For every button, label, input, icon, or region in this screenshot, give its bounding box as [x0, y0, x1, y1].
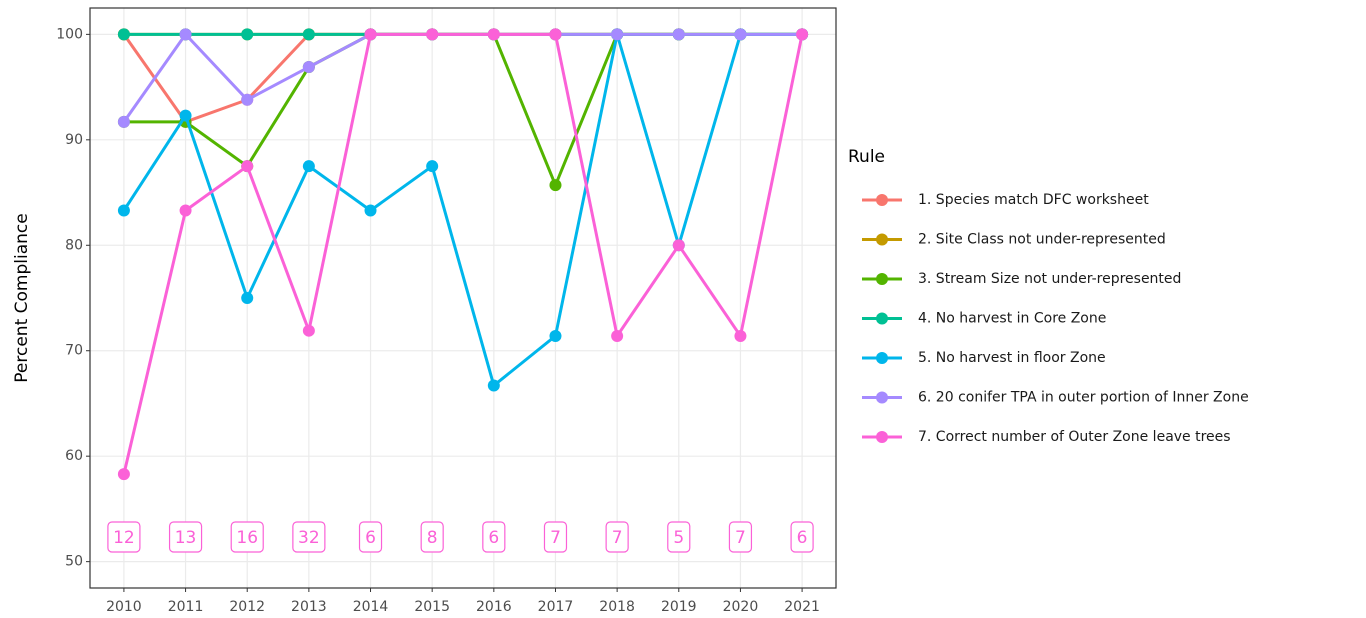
- legend-label: 1. Species match DFC worksheet: [918, 192, 1149, 208]
- data-point: [734, 329, 747, 342]
- data-point: [672, 239, 685, 252]
- sample-size-label: 12: [113, 528, 135, 548]
- x-tick-label: 2020: [723, 599, 759, 615]
- x-tick-label: 2019: [661, 599, 697, 615]
- series-line: [122, 32, 804, 475]
- legend-label: 6. 20 conifer TPA in outer portion of In…: [918, 390, 1249, 406]
- legend-key-point: [876, 233, 888, 246]
- legend-label: 3. Stream Size not under-represented: [918, 271, 1181, 287]
- data-point: [117, 204, 130, 217]
- data-point: [241, 292, 254, 304]
- sample-size-box: [728, 521, 753, 553]
- x-tick-label: 2021: [784, 599, 820, 615]
- data-point: [179, 109, 192, 122]
- x-tick-label: 2018: [599, 599, 635, 615]
- sample-size-box: [667, 521, 691, 553]
- legend-key-point: [876, 194, 888, 206]
- data-point: [672, 28, 685, 41]
- x-tick-label: 2012: [229, 599, 265, 615]
- x-tick-label: 2017: [538, 599, 574, 615]
- panel-border: [89, 7, 837, 589]
- data-point: [734, 28, 747, 41]
- y-tick-label: 50: [65, 554, 83, 570]
- x-tick-label: 2014: [353, 599, 389, 615]
- y-tick-label: 90: [65, 132, 83, 148]
- data-point: [179, 28, 192, 41]
- data-point: [117, 115, 130, 128]
- data-point: [487, 28, 500, 41]
- data-point: [241, 93, 254, 106]
- sample-size-label: 6: [365, 528, 376, 548]
- data-point: [549, 28, 562, 41]
- sample-size-label: 32: [298, 528, 320, 548]
- data-point: [117, 468, 130, 481]
- data-point: [117, 28, 130, 41]
- sample-size-label: 5: [673, 528, 684, 548]
- data-point: [487, 379, 500, 392]
- sample-size-box: [107, 521, 141, 553]
- data-point: [611, 329, 624, 342]
- data-point: [302, 324, 315, 337]
- sample-size-box: [605, 521, 629, 553]
- data-point: [241, 160, 254, 173]
- legend-key-point: [876, 431, 888, 443]
- sample-size-label: 6: [797, 528, 808, 548]
- legend-label: 7. Correct number of Outer Zone leave tr…: [918, 429, 1231, 445]
- sample-size-label: 6: [488, 528, 499, 548]
- x-tick-label: 2016: [476, 599, 512, 615]
- legend-key-point: [876, 391, 888, 404]
- y-tick-label: 60: [65, 448, 83, 464]
- series-line: [123, 32, 803, 190]
- sample-size-label: 13: [175, 528, 197, 548]
- y-tick-label: 80: [65, 237, 83, 253]
- legend-label: 4. No harvest in Core Zone: [918, 311, 1106, 327]
- sample-size-label: 7: [735, 528, 746, 548]
- data-point: [241, 28, 254, 41]
- y-tick-label: 70: [65, 343, 83, 359]
- x-tick-label: 2015: [414, 599, 450, 615]
- y-tick-label: 100: [56, 26, 83, 42]
- x-tick-label: 2011: [168, 599, 204, 615]
- x-tick-label: 2013: [291, 599, 327, 615]
- legend-label: 5. No harvest in floor Zone: [918, 350, 1106, 366]
- sample-size-box: [168, 521, 203, 553]
- sample-size-box: [543, 521, 568, 553]
- sample-size-box: [230, 521, 264, 553]
- sample-size-box: [292, 521, 326, 553]
- data-point: [302, 160, 315, 173]
- sample-size-box: [358, 521, 383, 553]
- sample-size-label: 8: [427, 528, 438, 548]
- legend-key-point: [876, 312, 888, 325]
- legend-label: 2. Site Class not under-represented: [918, 232, 1166, 248]
- data-point: [179, 204, 192, 217]
- data-point: [302, 28, 315, 41]
- legend-title: Rule: [848, 147, 885, 167]
- sample-size-box: [482, 521, 506, 553]
- data-point: [426, 160, 439, 173]
- sample-size-label: 7: [550, 528, 561, 548]
- data-point: [796, 28, 809, 41]
- y-axis-label: Percent Compliance: [12, 213, 32, 382]
- series-line: [122, 32, 803, 389]
- sample-size-box: [790, 521, 814, 553]
- data-point: [364, 204, 377, 217]
- data-point: [549, 329, 562, 342]
- data-point: [611, 28, 624, 41]
- data-point: [549, 179, 562, 192]
- data-point: [364, 28, 377, 41]
- sample-size-box: [420, 521, 444, 553]
- x-tick-label: 2010: [106, 599, 142, 615]
- legend-key-point: [876, 273, 888, 285]
- data-point: [426, 28, 439, 41]
- legend-key-point: [876, 352, 888, 364]
- sample-size-label: 7: [612, 528, 623, 548]
- sample-size-label: 16: [236, 528, 258, 548]
- data-point: [302, 61, 315, 74]
